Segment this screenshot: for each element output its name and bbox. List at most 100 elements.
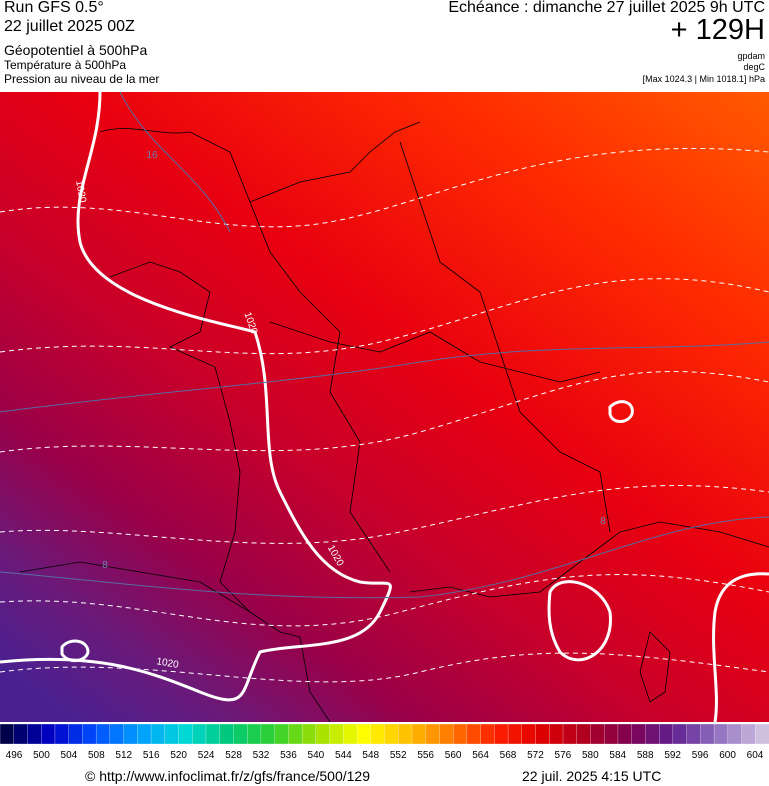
colorbar-swatch: [82, 724, 97, 745]
colorbar-tick-label: 560: [445, 750, 462, 761]
colorbar-swatch: [521, 724, 537, 745]
colorbar: 496 500 504 508 512 516 520 524 528 532 536 540 544 5…: [0, 724, 769, 761]
field-label: Pression au niveau de la mer: [4, 72, 160, 86]
colorbar-swatch: [109, 724, 125, 745]
isobar-label: 1020: [73, 180, 88, 204]
colorbar-swatch: [219, 724, 235, 745]
colorbar-tick-label: 520: [170, 750, 187, 761]
colorbar-swatch: [686, 724, 701, 745]
isotherm-lines: [0, 92, 769, 599]
colorbar-swatch: [617, 724, 633, 745]
field-background: [0, 92, 769, 722]
coast: [109, 261, 251, 613]
colorbar-swatch: [205, 724, 221, 745]
colorbar-tick-label: 504: [61, 750, 78, 761]
colorbar-swatch: [727, 724, 743, 745]
colorbar-swatch: [755, 724, 769, 745]
colorbar-swatch: [741, 724, 756, 745]
colorbar-swatch: [288, 724, 303, 745]
isotherm: [0, 485, 769, 544]
colorbar-swatch: [301, 724, 317, 745]
isobars: [0, 92, 769, 722]
colorbar-swatch: [535, 724, 550, 745]
colorbar-swatch: [178, 724, 193, 745]
colorbar-tick-label: 588: [637, 750, 654, 761]
colorbar-tick-label: 568: [500, 750, 517, 761]
colorbar-swatch: [494, 724, 509, 745]
colorbar-swatch: [343, 724, 358, 745]
colorbar-tick-label: 556: [417, 750, 434, 761]
colorbar-tick-label: 536: [280, 750, 297, 761]
colorbar-swatch: [370, 724, 386, 745]
colorbar-swatch: [425, 724, 441, 745]
coast: [639, 631, 671, 703]
colorbar-swatch: [480, 724, 496, 745]
colorbar-swatch: [562, 724, 578, 745]
isotherm: [0, 341, 769, 413]
colorbar-swatch: [233, 724, 248, 745]
colorbar-swatch: [398, 724, 413, 745]
colorbar-swatch: [329, 724, 344, 745]
isobar: [712, 572, 769, 722]
colorbar-tick-label: 532: [253, 750, 270, 761]
colorbar-swatch: [247, 724, 262, 745]
isobar: [547, 580, 612, 662]
colorbar-tick-label: 576: [555, 750, 572, 761]
colorbar-tick-label: 600: [719, 750, 736, 761]
colorbar-swatch: [549, 724, 564, 745]
colorbar-tick-label: 544: [335, 750, 352, 761]
colorbar-swatch: [41, 724, 56, 745]
colorbar-swatch: [137, 724, 152, 745]
colorbar-swatch: [466, 724, 482, 745]
isobar: [0, 92, 392, 702]
unit-label: degC: [743, 62, 765, 72]
colorbar-tick-label: 572: [527, 750, 544, 761]
border: [249, 201, 391, 573]
colorbar-swatch: [315, 724, 331, 745]
field-label: Température à 500hPa: [4, 58, 127, 72]
isotherm: [0, 147, 769, 228]
pressure-range: [Max 1024.3 | Min 1018.1] hPa: [642, 74, 765, 84]
unit-label: gpdam: [737, 51, 765, 61]
colorbar-swatch: [645, 724, 660, 745]
colorbar-swatch: [507, 724, 523, 745]
source-url: © http://www.infoclimat.fr/z/gfs/france/…: [85, 768, 370, 784]
colorbar-swatch: [0, 724, 15, 745]
lead-time: + 129H: [670, 14, 765, 46]
colorbar-swatch: [453, 724, 468, 745]
isotherm: [0, 371, 769, 453]
colorbar-tick-label: 524: [198, 750, 215, 761]
colorbar-tick-label: 552: [390, 750, 407, 761]
colorbar-tick-label: 584: [609, 750, 626, 761]
isotherm: [0, 516, 769, 599]
run-title: Run GFS 0.5°: [4, 0, 104, 16]
colorbar-swatch: [672, 724, 688, 745]
colorbar-tick-label: 516: [143, 750, 160, 761]
colorbar-swatch: [590, 724, 605, 745]
border: [399, 141, 611, 533]
colorbar-swatch: [411, 724, 427, 745]
colorbar-swatch: [123, 724, 138, 745]
border: [269, 321, 601, 383]
colorbar-swatch: [13, 724, 29, 745]
colorbar-tick-label: 528: [225, 750, 242, 761]
colorbar-tick-label: 580: [582, 750, 599, 761]
colorbar-swatch: [631, 724, 647, 745]
colorbar-tick-label: 540: [308, 750, 325, 761]
colorbar-tick-label: 548: [362, 750, 379, 761]
isotherm: [119, 92, 231, 233]
colorbar-tick-label: 592: [664, 750, 681, 761]
isotherm-label: 8: [102, 560, 108, 571]
colorbar-swatch: [150, 724, 166, 745]
isobar: [608, 400, 634, 423]
isotherm-label: 8: [600, 516, 606, 527]
colorbar-swatch: [713, 724, 729, 745]
colorbar-tick-label: 496: [6, 750, 23, 761]
colorbar-swatch: [356, 724, 372, 745]
colorbar-swatch: [700, 724, 715, 745]
colorbar-tick-label: 604: [747, 750, 764, 761]
colorbar-swatch: [576, 724, 592, 745]
timestamp: 22 juil. 2025 4:15 UTC: [522, 768, 662, 784]
colorbar-swatch: [604, 724, 619, 745]
